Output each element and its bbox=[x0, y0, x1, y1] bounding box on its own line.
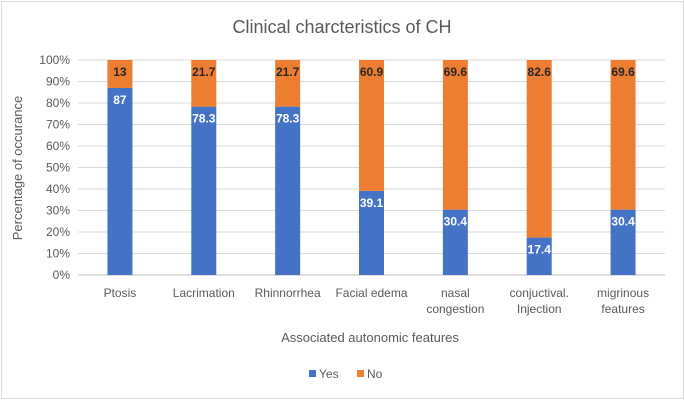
data-label-yes: 39.1 bbox=[360, 196, 384, 210]
y-tick-label: 90% bbox=[46, 75, 70, 89]
bar-no bbox=[526, 60, 552, 238]
data-label-no: 82.6 bbox=[528, 65, 552, 79]
y-tick-label: 60% bbox=[46, 139, 70, 153]
bar-yes bbox=[526, 237, 552, 275]
data-label-yes: 30.4 bbox=[611, 215, 635, 229]
bar-yes bbox=[107, 87, 133, 275]
x-axis-categories: Ptosis Lacrimation Rhinnorrhea Facial edema… bbox=[104, 286, 650, 316]
x-category-label: nasal bbox=[441, 286, 470, 300]
data-label-yes: 78.3 bbox=[192, 112, 216, 126]
data-label-yes: 17.4 bbox=[528, 243, 552, 257]
x-category-label: Injection bbox=[517, 302, 562, 316]
y-tick-label: 100% bbox=[39, 53, 70, 67]
data-label-no: 21.7 bbox=[192, 65, 216, 79]
x-category-label: Lacrimation bbox=[173, 286, 235, 300]
bar-yes bbox=[359, 190, 384, 275]
bars bbox=[107, 60, 636, 275]
bar-no bbox=[191, 60, 217, 107]
y-tick-label: 0% bbox=[53, 268, 71, 282]
bar-no bbox=[107, 60, 133, 88]
x-category-label: features bbox=[601, 302, 644, 316]
bar-yes bbox=[442, 209, 468, 275]
legend-swatch-yes bbox=[309, 370, 316, 377]
y-axis-title: Percentage of occurance bbox=[10, 96, 25, 241]
y-tick-label: 10% bbox=[46, 247, 70, 261]
y-tick-label: 20% bbox=[46, 225, 70, 239]
data-label-yes: 30.4 bbox=[444, 215, 468, 229]
x-category-label: migrinous bbox=[597, 286, 649, 300]
x-category-label: conjuctival. bbox=[510, 286, 569, 300]
data-label-no: 21.7 bbox=[276, 65, 300, 79]
x-category-label: Rhinnorrhea bbox=[255, 286, 321, 300]
bar-no bbox=[275, 60, 301, 107]
data-labels: 87 13 78.3 21.7 78.3 21.7 39.1 60.9 30.4 69.6 17.4… bbox=[113, 65, 635, 257]
y-tick-label: 40% bbox=[46, 182, 70, 196]
data-label-no: 13 bbox=[113, 65, 127, 79]
y-tick-label: 50% bbox=[46, 161, 70, 175]
data-label-yes: 87 bbox=[113, 93, 127, 107]
legend: Yes No bbox=[309, 367, 383, 381]
legend-swatch-no bbox=[357, 370, 364, 377]
y-axis-ticks: 0% 10% 20% 30% 40% 50% 60% 70% 80% 90% 100% bbox=[39, 53, 70, 282]
bar-no bbox=[610, 60, 636, 210]
legend-label-no: No bbox=[367, 367, 383, 381]
x-category-label: congestion bbox=[426, 302, 484, 316]
data-label-yes: 78.3 bbox=[276, 112, 300, 126]
data-label-no: 69.6 bbox=[444, 65, 468, 79]
y-tick-label: 70% bbox=[46, 118, 70, 132]
chart-title: Clinical charcteristics of CH bbox=[232, 17, 451, 37]
bar-yes bbox=[191, 106, 217, 275]
bar-no bbox=[359, 60, 384, 191]
x-axis-title: Associated autonomic features bbox=[281, 330, 459, 345]
bar-yes bbox=[610, 209, 636, 275]
data-label-no: 60.9 bbox=[360, 65, 384, 79]
x-category-label: Ptosis bbox=[104, 286, 137, 300]
legend-label-yes: Yes bbox=[319, 367, 339, 381]
y-tick-label: 30% bbox=[46, 204, 70, 218]
bar-yes bbox=[275, 106, 301, 275]
y-tick-label: 80% bbox=[46, 96, 70, 110]
x-category-label: Facial edema bbox=[335, 286, 407, 300]
bar-no bbox=[442, 60, 468, 210]
data-label-no: 69.6 bbox=[611, 65, 635, 79]
